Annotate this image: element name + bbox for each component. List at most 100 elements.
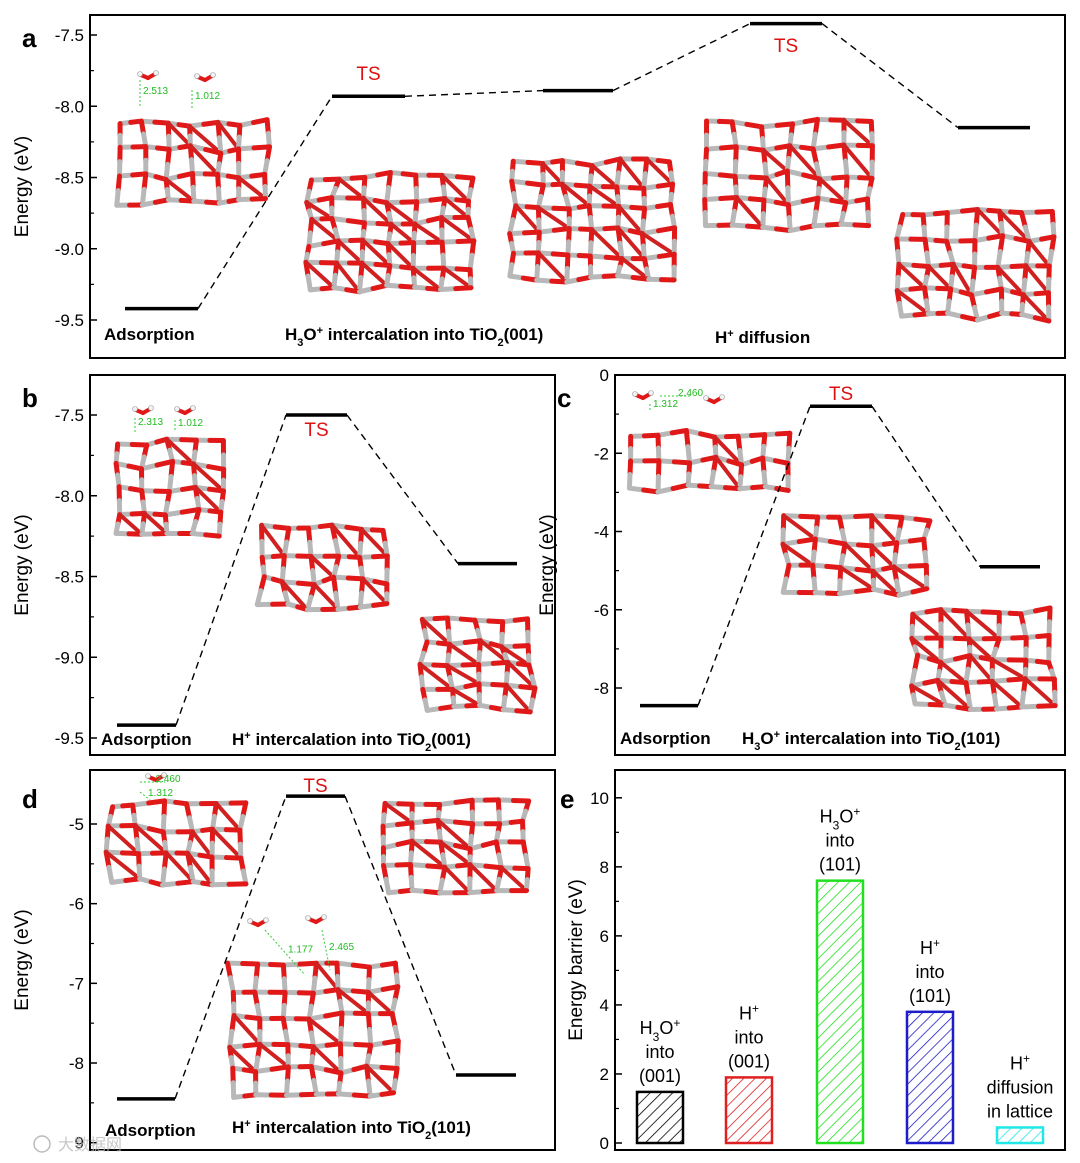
level-connector <box>174 795 287 1100</box>
y-tick-label: -9.0 <box>55 240 84 259</box>
ts-label: TS <box>356 64 380 85</box>
bar-category-label: into <box>645 1042 674 1062</box>
y-tick-label: 9 <box>75 1134 84 1153</box>
stage-label: Adsorption <box>620 729 711 748</box>
bar-category-label: (101) <box>819 855 861 875</box>
bar-category-label: H+ <box>1010 1051 1030 1073</box>
atomic-structure <box>303 169 477 295</box>
bar-category-label: in lattice <box>987 1101 1053 1121</box>
bar <box>815 879 865 1145</box>
panel-letter: c <box>557 383 571 413</box>
y-axis-label: Energy (eV) <box>537 514 558 615</box>
panel-letter: e <box>560 784 574 814</box>
bar-category-label: H3O+ <box>640 1016 681 1044</box>
bar-category-label: (001) <box>728 1051 770 1071</box>
y-tick-label: -9.0 <box>55 648 84 667</box>
y-tick-label: -9.5 <box>55 729 84 748</box>
y-tick-label: -6 <box>69 895 84 914</box>
panel-letter: b <box>22 383 38 413</box>
atomic-structure <box>380 797 532 896</box>
energy-panel-d: d 9 -8 -7 -6 -5 Energy (eV) TS Adsorption H+ inte… <box>12 769 556 1153</box>
y-tick-label: -8 <box>69 1054 84 1073</box>
bond-length-label: 1.312 <box>653 399 678 410</box>
y-tick-label: -8.0 <box>55 97 84 116</box>
bond-length-label: 2.513 <box>143 86 168 97</box>
y-axis-label: Energy (eV) <box>12 514 33 615</box>
bar-category-label: diffusion <box>987 1077 1054 1097</box>
bar-category-label: into <box>825 831 854 851</box>
y-tick-label: -8 <box>594 679 609 698</box>
bar-category-label: (001) <box>639 1066 681 1086</box>
plot-frame <box>89 769 556 1151</box>
y-tick-label: 0 <box>600 1134 609 1153</box>
stage-label: H3O+ intercalation into TiO2(001) <box>285 325 543 349</box>
y-tick-label: 4 <box>600 996 609 1015</box>
bar-category-label: H+ <box>920 936 940 958</box>
atomic-structure: 1.177 2.465 <box>225 914 401 1100</box>
y-axis-label: Energy (eV) <box>12 909 33 1010</box>
level-connector <box>697 406 811 706</box>
ts-label: TS <box>303 776 327 797</box>
y-tick-label: -4 <box>594 523 609 542</box>
watermark-icon <box>33 1135 51 1153</box>
y-tick-label: -9.5 <box>55 311 84 330</box>
ts-label: TS <box>829 384 853 405</box>
atomic-structure <box>417 615 538 715</box>
bar-category-label: H+ <box>739 1001 759 1023</box>
y-tick-label: -7 <box>69 974 84 993</box>
atomic-structure: 2.460 1.312 <box>103 772 249 888</box>
bar <box>995 1126 1045 1145</box>
stage-label: H+ intercalation into TiO2(001) <box>232 730 471 754</box>
panel-letter: d <box>22 784 38 814</box>
stage-label: H3O+ intercalation into TiO2(101) <box>742 729 1000 753</box>
level-connector <box>404 89 544 97</box>
bond-length-label: 1.177 <box>288 945 313 956</box>
atomic-structure <box>254 522 390 613</box>
atomic-structure <box>909 605 1058 712</box>
stage-label: H+ diffusion <box>715 328 810 347</box>
y-tick-label: -8.0 <box>55 487 84 506</box>
watermark-text: 大数据网 <box>58 1136 122 1154</box>
stage-label: Adsorption <box>101 730 192 749</box>
level-connector <box>197 95 333 309</box>
atomic-structure <box>507 156 678 285</box>
level-connector <box>344 795 457 1076</box>
bond-length-label: 2.313 <box>138 417 163 428</box>
level-connector <box>871 405 981 568</box>
panel-letter: a <box>22 23 37 53</box>
ts-label: TS <box>774 36 798 57</box>
bar-category-label: into <box>734 1027 763 1047</box>
atomic-structure: 2.513 1.012 <box>114 70 273 208</box>
bond-length-label: 1.312 <box>148 788 173 799</box>
ts-label: TS <box>304 420 328 441</box>
y-tick-label: 6 <box>600 927 609 946</box>
atomic-structure <box>894 207 1057 324</box>
level-connector <box>346 414 459 564</box>
plot-frame <box>89 14 1066 359</box>
level-connector <box>821 23 959 129</box>
stage-label: Adsorption <box>105 1121 196 1140</box>
stage-label: H+ intercalation into TiO2(101) <box>232 1118 471 1142</box>
atomic-structure <box>702 116 875 234</box>
y-tick-label: -8.5 <box>55 169 84 188</box>
plot-frame <box>614 374 1066 756</box>
y-tick-label: -7.5 <box>55 406 84 425</box>
energy-panel-c: c -8 -6 -4 -2 0 Energy (eV) TS Adsorption H3O+ in… <box>537 366 1066 756</box>
bond-length-label: 1.012 <box>195 91 220 102</box>
bond-length-label: 2.460 <box>156 774 181 785</box>
plot-frame <box>89 374 556 756</box>
y-axis-label: Energy barrier (eV) <box>566 879 587 1041</box>
bar <box>905 1010 955 1145</box>
bar <box>635 1090 685 1145</box>
atomic-structure <box>780 513 933 598</box>
y-tick-label: 0 <box>600 366 609 385</box>
bar-category-label: (101) <box>909 986 951 1006</box>
y-axis-label: Energy (eV) <box>12 136 33 237</box>
bar-category-label: into <box>915 962 944 982</box>
bond-length-label: 1.012 <box>178 418 203 429</box>
bond-length-label: 2.460 <box>678 388 703 399</box>
y-tick-label: -6 <box>594 601 609 620</box>
